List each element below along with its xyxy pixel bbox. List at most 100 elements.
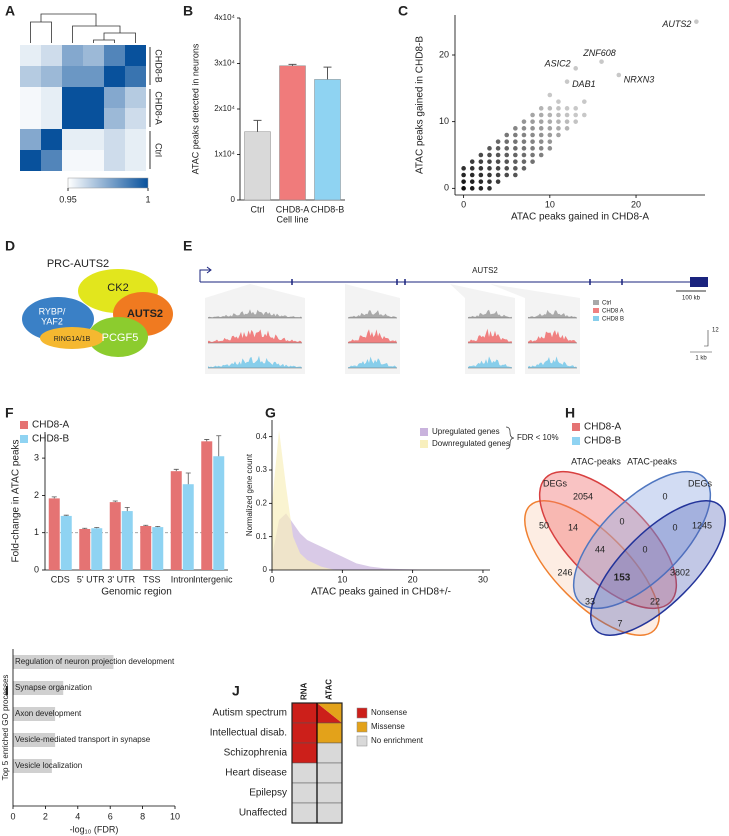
tss-arrow	[199, 266, 212, 282]
colorbar-label: 0.95	[59, 194, 77, 204]
bar	[121, 511, 133, 570]
point	[530, 132, 535, 138]
point	[504, 152, 510, 158]
x-tick-label: 0	[461, 199, 466, 209]
heatmap-cell	[41, 129, 62, 150]
legend-swatch	[593, 316, 599, 321]
y-axis-label: Fold-change in ATAC peaks	[11, 439, 22, 562]
y-tick-label: 0.3	[256, 465, 268, 474]
point	[478, 186, 484, 191]
venn-count: 33	[585, 596, 595, 606]
legend-swatch	[20, 421, 28, 429]
x-axis-label: ATAC peaks gained in CHD8-A	[511, 212, 649, 223]
point	[530, 159, 535, 164]
heatmap-cell	[62, 129, 83, 150]
coverage-track	[528, 330, 577, 343]
point	[538, 139, 544, 144]
table-cell	[316, 802, 343, 824]
y-tick-label: 3	[34, 452, 39, 462]
x-tick-label: 5' UTR	[77, 574, 105, 584]
y-scale-label: 12	[712, 328, 719, 334]
bar	[48, 498, 60, 570]
point	[478, 179, 484, 184]
heatmap-cell	[104, 87, 125, 108]
bar	[213, 456, 225, 570]
error-bar	[173, 468, 179, 472]
bar	[13, 733, 56, 747]
point	[495, 146, 501, 151]
point	[521, 159, 527, 164]
point	[582, 112, 587, 118]
subunit-label: AUTS2	[127, 308, 163, 320]
heatmap-cell	[83, 87, 104, 108]
point	[530, 112, 535, 118]
heatmap-cell	[125, 45, 146, 66]
error-bar	[216, 435, 222, 457]
point-annotation: DAB1	[572, 79, 596, 89]
x-tick-label: 4	[75, 811, 80, 821]
heatmap-cell	[125, 150, 146, 171]
point	[504, 172, 510, 178]
coverage-track	[208, 355, 302, 368]
x-tick-label: Intron	[171, 574, 194, 584]
point	[513, 146, 518, 151]
coverage-track	[348, 356, 397, 368]
heatmap-cell	[125, 66, 146, 87]
point	[538, 112, 544, 118]
y-tick-label: 2	[34, 490, 39, 500]
point	[513, 172, 518, 178]
x-tick-label: 20	[631, 199, 641, 209]
bar	[152, 527, 164, 570]
y-tick-label: Vesicle localization	[15, 761, 82, 770]
point	[556, 112, 561, 118]
bar	[13, 759, 52, 773]
point	[564, 119, 570, 124]
bar	[170, 471, 182, 570]
point	[521, 126, 527, 131]
zoom-box	[205, 284, 305, 374]
point	[521, 119, 527, 124]
error-bar	[82, 527, 88, 529]
coverage-track	[208, 309, 302, 318]
heatmap-cell	[83, 108, 104, 129]
heatmap-cell	[104, 129, 125, 150]
coverage-track	[528, 356, 577, 368]
x-tick-label: 10	[545, 199, 555, 209]
heatmap-cell	[41, 66, 62, 87]
point	[513, 159, 518, 164]
legend-label: CHD8 B	[602, 317, 624, 323]
point	[538, 126, 544, 131]
point-annotation: NRXN3	[624, 74, 655, 84]
point	[547, 132, 553, 138]
point	[556, 132, 561, 138]
heatmap-cell	[20, 66, 41, 87]
legend-brace	[505, 426, 515, 450]
point	[556, 99, 561, 104]
point	[487, 179, 492, 184]
legend-swatch	[572, 423, 580, 431]
bar	[182, 484, 194, 570]
heatmap-cell	[62, 150, 83, 171]
venn-count: 0	[619, 516, 624, 526]
point	[599, 59, 604, 64]
legend-label: CHD8-B	[584, 436, 622, 447]
heatmap-cell	[125, 129, 146, 150]
heatmap-cell	[104, 45, 125, 66]
point	[513, 126, 518, 131]
point	[504, 166, 510, 171]
venn-degs-b	[590, 500, 726, 636]
y-tick-label: Vesicle-mediated transport in synapse	[15, 735, 151, 744]
point	[573, 119, 578, 124]
point	[461, 166, 466, 171]
legend-label: CHD8-A	[584, 422, 622, 433]
x-tick-label: 30	[478, 574, 488, 584]
set-label: DEGs	[688, 478, 713, 488]
venn-count: 0	[672, 522, 677, 532]
point	[556, 119, 561, 124]
column-header: RNA	[300, 682, 309, 700]
point	[513, 152, 518, 158]
error-bar	[51, 496, 57, 499]
point	[564, 79, 570, 84]
subunit-label: YAF2	[41, 316, 63, 326]
